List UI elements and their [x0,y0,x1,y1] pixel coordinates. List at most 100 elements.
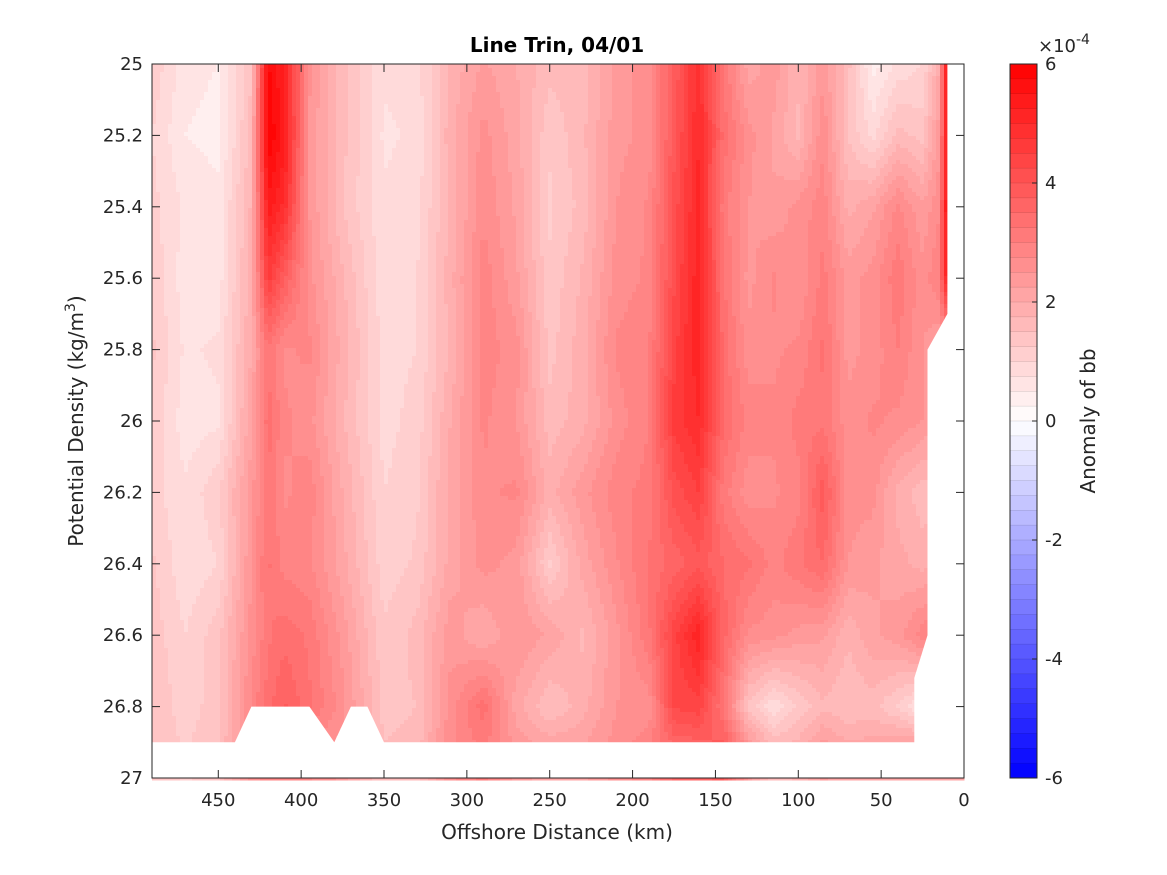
heatmap-cell [288,100,293,105]
heatmap-cell [456,124,461,129]
heatmap-cell [820,88,825,93]
heatmap-cell [404,124,409,129]
heatmap-cell [784,92,789,97]
heatmap-cell [900,100,905,105]
heatmap-cell [636,116,641,121]
heatmap-cell [556,100,561,105]
heatmap-cell [680,116,685,121]
heatmap-cell [444,120,449,125]
heatmap-cell [816,88,821,93]
heatmap-cell [324,64,329,69]
heatmap-cell [284,84,289,89]
heatmap-cell [176,76,181,81]
heatmap-cell [260,116,265,121]
heatmap-cell [924,72,929,77]
heatmap-cell [172,108,177,113]
heatmap-cell [260,88,265,93]
heatmap-cell [364,72,369,77]
heatmap-cell [244,100,249,105]
heatmap-cell [504,124,509,129]
heatmap-cell [708,76,713,81]
heatmap-cell [576,100,581,105]
heatmap-cell [692,68,697,73]
heatmap-cell [636,64,641,69]
heatmap-cell [932,104,937,109]
heatmap-cell [916,116,921,121]
heatmap-cell [288,112,293,117]
heatmap-cell [684,72,689,77]
heatmap-cell [644,96,649,101]
heatmap-cell [256,104,261,109]
heatmap-cell [880,88,885,93]
heatmap-cell [712,112,717,117]
heatmap-cell [296,120,301,125]
heatmap-cell [328,116,333,121]
heatmap-cell [240,68,245,73]
heatmap-cell [532,108,537,113]
heatmap-cell [732,84,737,89]
heatmap-cell [656,72,661,77]
heatmap-cell [856,80,861,85]
heatmap-cell [428,116,433,121]
heatmap-cell [460,112,465,117]
heatmap-cell [876,112,881,117]
heatmap-cell [900,64,905,69]
heatmap-cell [472,112,477,117]
heatmap-cell [348,112,353,117]
heatmap-cell [252,116,257,121]
heatmap-cell [464,84,469,89]
heatmap-cell [268,104,273,109]
heatmap-cell [796,72,801,77]
heatmap-cell [892,76,897,81]
heatmap-cell [852,64,857,69]
heatmap-cell [640,88,645,93]
heatmap-cell [580,68,585,73]
heatmap-cell [368,84,373,89]
heatmap-cell [560,68,565,73]
heatmap-cell [388,108,393,113]
heatmap-cell [588,84,593,89]
heatmap-cell [652,72,657,77]
heatmap-cell [596,88,601,93]
heatmap-cell [632,116,637,121]
heatmap-cell [244,108,249,113]
heatmap-cell [268,96,273,101]
heatmap-cell [768,96,773,101]
heatmap-cell [212,116,217,121]
heatmap-cell [868,68,873,73]
heatmap-cell [292,68,297,73]
heatmap-cell [720,108,725,113]
heatmap-cell [320,108,325,113]
heatmap-cell [920,104,925,109]
heatmap-cell [800,68,805,73]
heatmap-cell [636,80,641,85]
heatmap-cell [812,64,817,69]
heatmap-cell [924,116,929,121]
heatmap-cell [364,80,369,85]
heatmap-cell [856,108,861,113]
heatmap-cell [836,96,841,101]
heatmap-cell [548,120,553,125]
heatmap-cell [616,124,621,129]
heatmap-cell [248,76,253,81]
heatmap-cell [416,68,421,73]
heatmap-cell [572,72,577,77]
heatmap-cell [540,68,545,73]
heatmap-cell [504,100,509,105]
heatmap-cell [908,120,913,125]
heatmap-cell [516,80,521,85]
heatmap-cell [660,100,665,105]
heatmap-cell [740,68,745,73]
heatmap-cell [524,104,529,109]
heatmap-cell [840,68,845,73]
heatmap-cell [204,104,209,109]
heatmap-cell [156,116,161,121]
heatmap-cell [820,108,825,113]
heatmap-cell [600,120,605,125]
heatmap-cell [320,68,325,73]
heatmap-cell [536,76,541,81]
heatmap-cell [300,96,305,101]
heatmap-cell [760,84,765,89]
heatmap-cell [832,120,837,125]
heatmap-cell [696,120,701,125]
